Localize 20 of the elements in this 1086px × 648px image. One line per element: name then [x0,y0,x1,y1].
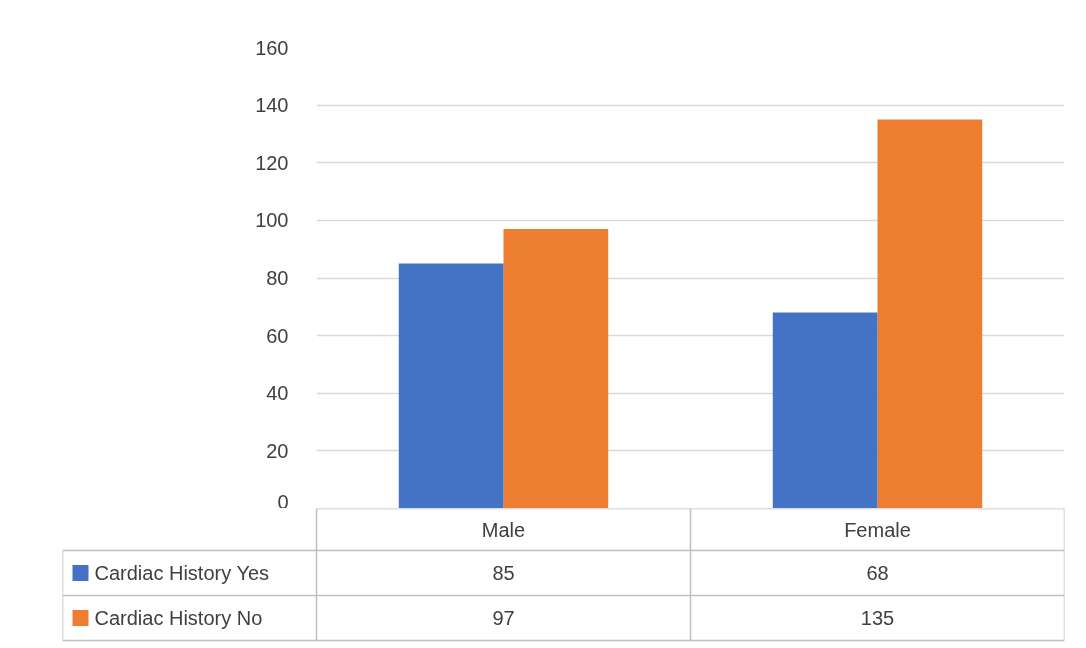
data-label: 97 [492,607,515,629]
bar [503,229,609,508]
x-tick-label: Male [481,518,526,541]
x-tick-label: Female [844,518,911,541]
y-tick-label: 60 [266,324,289,347]
y-tick-label: 120 [255,151,289,174]
data-label: 135 [860,607,895,629]
data-label: 85 [492,562,515,584]
legend-label: Cardiac History Yes [94,562,270,584]
y-tick-label: 100 [255,209,289,232]
y-tick-label: 160 [255,36,289,59]
y-tick-label: 140 [255,94,289,117]
bar [398,263,504,508]
y-tick-label: 0 [277,490,289,513]
y-tick-label: 80 [266,267,289,289]
bar [772,312,878,508]
data-label: 68 [866,562,889,584]
legend-label: Cardiac History No [94,607,263,629]
y-tick-label: 40 [266,382,289,405]
y-tick-label: 20 [266,439,289,462]
